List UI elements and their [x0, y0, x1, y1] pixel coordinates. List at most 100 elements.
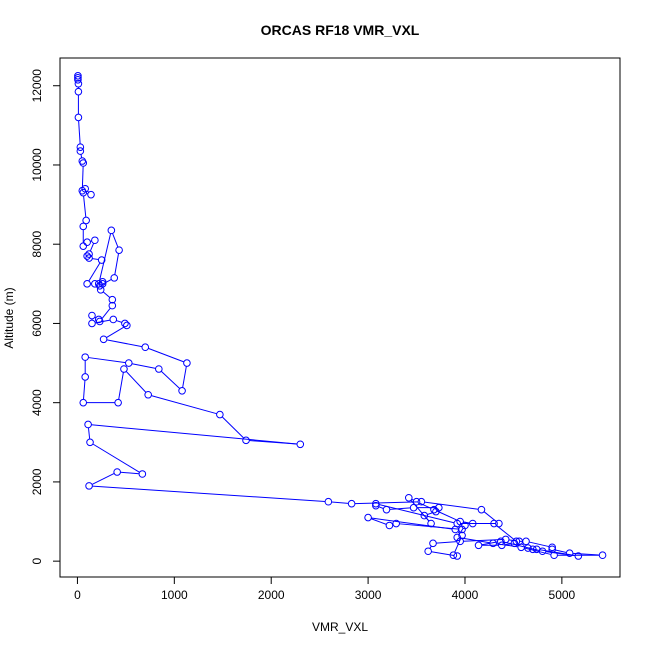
series-line-segment — [112, 233, 119, 248]
data-point — [79, 242, 88, 250]
series-line-segment — [148, 347, 185, 363]
data-point — [85, 482, 93, 490]
data-point — [94, 315, 103, 324]
data-point — [477, 505, 486, 514]
series-line-segment — [106, 326, 125, 339]
data-point — [115, 246, 123, 254]
data-point — [113, 468, 121, 476]
series-line-segment — [378, 506, 384, 509]
data-point — [178, 386, 186, 395]
series-line-segment — [118, 372, 124, 400]
data-point — [123, 321, 131, 330]
data-point — [108, 295, 117, 304]
data-point — [79, 398, 88, 407]
y-tick-label: 2000 — [30, 468, 44, 495]
series-layer — [74, 72, 607, 560]
y-tick-label: 0 — [30, 557, 44, 564]
data-point — [574, 552, 583, 560]
series-line-segment — [92, 485, 326, 503]
series-line-segment — [419, 502, 432, 509]
data-point — [427, 519, 435, 528]
data-point — [124, 359, 133, 367]
data-point — [497, 537, 505, 546]
x-axis: 0 1000 2000 3000 4000 5000 — [74, 576, 576, 602]
data-point — [385, 521, 394, 530]
data-point — [74, 113, 83, 122]
data-point — [598, 551, 607, 560]
data-point — [84, 420, 92, 429]
data-point — [81, 184, 89, 193]
data-point — [404, 493, 413, 502]
series-line-segment — [116, 320, 122, 323]
data-point — [565, 549, 574, 558]
data-point — [216, 410, 224, 419]
y-axis: 0 2000 4000 6000 8000 10000 12000 — [30, 69, 61, 564]
data-point — [76, 143, 85, 151]
data-point — [372, 501, 380, 510]
data-point — [364, 513, 372, 522]
data-point — [412, 497, 421, 506]
series-line-segment — [120, 471, 140, 475]
data-point — [324, 497, 333, 506]
series-line-segment — [160, 370, 181, 389]
data-point — [296, 440, 305, 449]
data-point — [79, 222, 88, 231]
data-point — [474, 541, 483, 550]
x-tick-label: 1000 — [161, 588, 188, 602]
y-tick-label: 10000 — [30, 148, 44, 182]
data-point — [107, 226, 116, 235]
data-point — [524, 544, 532, 552]
series-line-segment — [529, 541, 550, 548]
series-line-segment — [80, 154, 83, 158]
data-point — [79, 159, 88, 167]
data-point — [74, 75, 82, 84]
data-point — [110, 274, 119, 282]
data-point — [430, 505, 438, 514]
data-point — [97, 256, 106, 264]
series-line-segment — [91, 424, 298, 445]
data-point — [453, 552, 462, 560]
data-point — [372, 499, 380, 508]
data-point — [420, 511, 429, 520]
x-tick-label: 5000 — [549, 588, 576, 602]
series-line-segment — [87, 427, 91, 440]
data-point — [456, 537, 464, 546]
data-point — [95, 282, 104, 290]
series-line-segment — [378, 504, 455, 524]
data-point — [91, 236, 99, 245]
data-point — [512, 537, 521, 546]
y-tick-label: 12000 — [30, 69, 44, 103]
data-point — [510, 539, 519, 548]
data-point — [87, 190, 95, 199]
data-point — [409, 503, 418, 512]
data-point — [155, 365, 163, 373]
series-line-segment — [463, 539, 503, 542]
series-line-segment — [182, 366, 187, 388]
y-tick-label: 4000 — [30, 389, 44, 416]
series-line-segment — [83, 380, 86, 400]
series-line-segment — [496, 525, 515, 540]
data-point — [141, 343, 150, 352]
data-point — [501, 535, 510, 544]
data-point — [81, 353, 89, 361]
series-line-segment — [101, 307, 111, 320]
data-point — [81, 373, 89, 381]
data-point — [108, 301, 117, 310]
data-point — [109, 315, 118, 324]
data-point — [489, 539, 497, 548]
data-point — [83, 280, 91, 288]
series-line-segment — [555, 549, 567, 553]
data-point — [424, 547, 432, 556]
series-line-segment — [125, 371, 147, 393]
data-point — [432, 507, 440, 516]
series-line-segment — [331, 501, 349, 504]
data-point — [86, 438, 94, 447]
data-point — [183, 359, 191, 367]
series-line-segment — [99, 233, 112, 281]
series-line-segment — [102, 279, 112, 285]
data-point — [242, 436, 250, 445]
data-point — [88, 311, 96, 320]
series-line-segment — [354, 501, 419, 505]
data-point — [449, 551, 458, 560]
